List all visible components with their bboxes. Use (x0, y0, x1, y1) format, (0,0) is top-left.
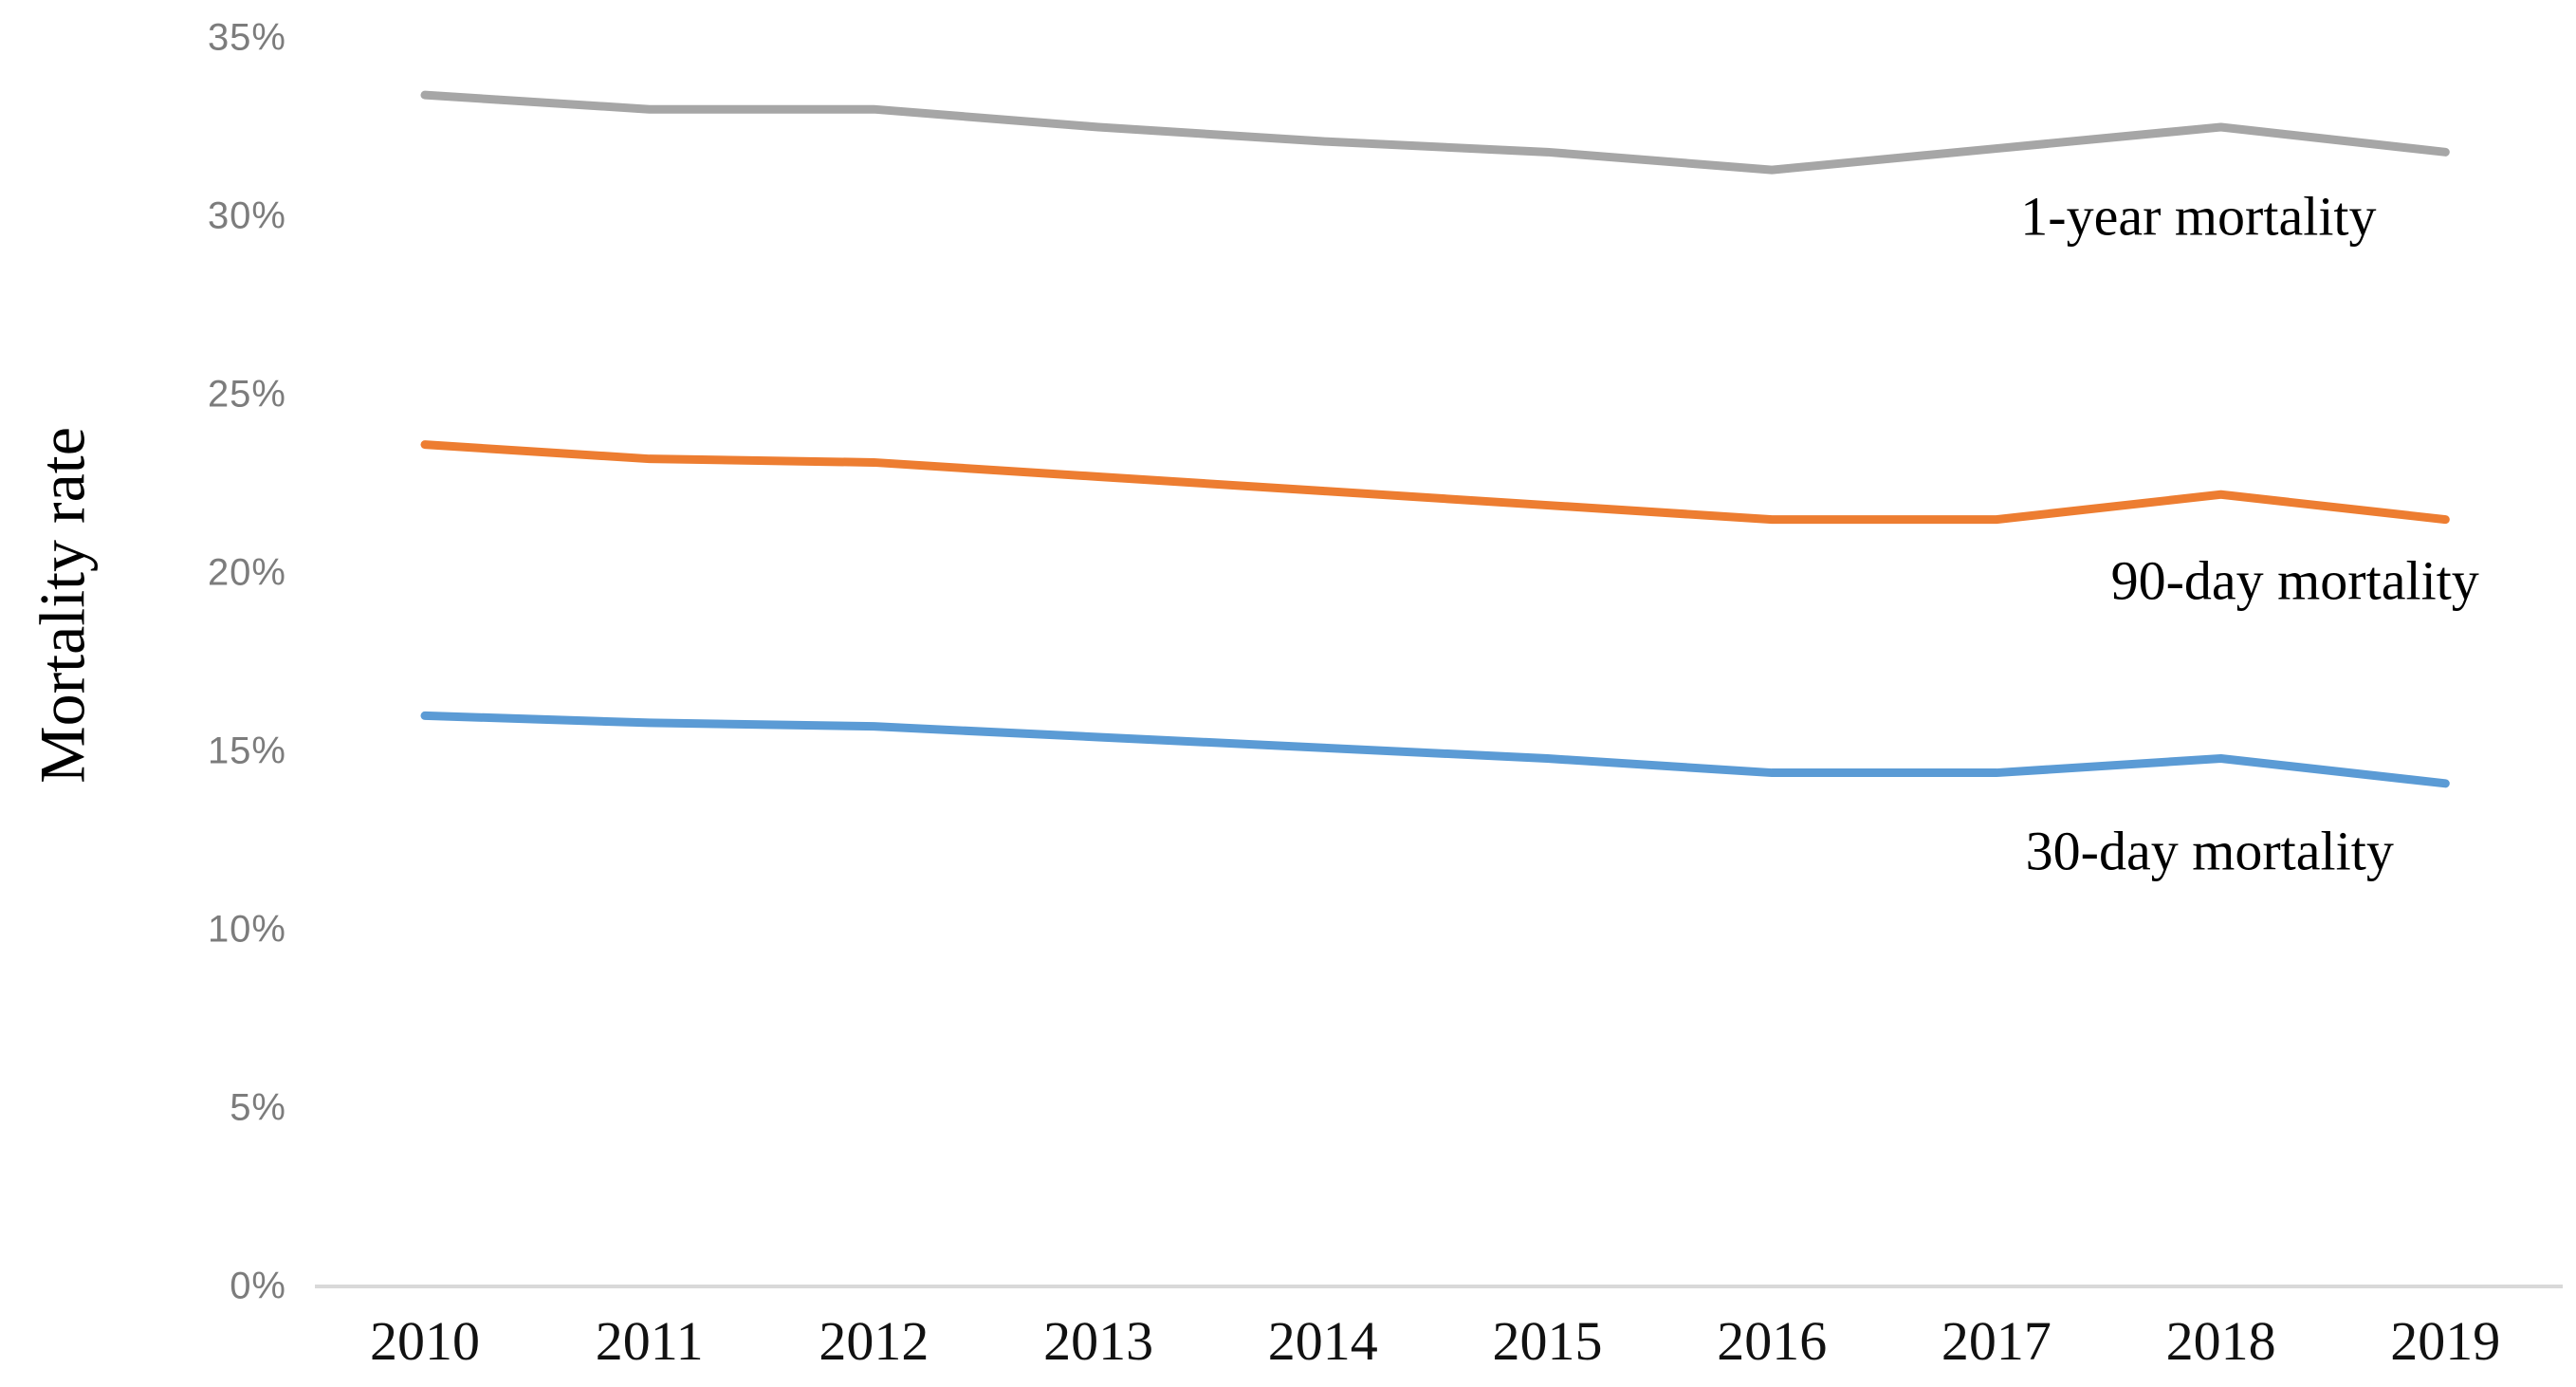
y-axis-tick-label: 5% (230, 1086, 286, 1129)
x-axis-year-label: 2016 (1717, 1310, 1828, 1372)
x-axis-year-label: 2011 (595, 1310, 704, 1372)
series-line-90-day-mortality (420, 440, 2450, 525)
y-axis-tick-label: 25% (207, 373, 286, 416)
series-line-1-year-mortality (420, 90, 2450, 175)
y-axis-tick-label: 0% (230, 1265, 286, 1307)
x-axis-year-label: 2017 (1941, 1310, 2052, 1372)
y-axis-tick-label: 30% (207, 194, 286, 237)
y-axis-tick-label: 15% (207, 730, 286, 772)
x-axis-year-label: 2010 (370, 1310, 480, 1372)
x-axis-year-label: 2015 (1492, 1310, 1603, 1372)
y-axis-tick-label: 35% (207, 16, 286, 59)
x-axis-year-label: 2019 (2390, 1310, 2501, 1372)
series-label-30-day-mortality: 30-day mortality (2025, 820, 2394, 882)
x-axis-year-label: 2013 (1043, 1310, 1154, 1372)
y-axis-tick-label: 20% (207, 551, 286, 594)
x-axis-year-label: 2018 (2165, 1310, 2276, 1372)
series-label-90-day-mortality: 90-day mortality (2110, 549, 2479, 612)
series-label-1-year-mortality: 1-year mortality (2020, 185, 2377, 248)
x-axis-year-label: 2014 (1267, 1310, 1378, 1372)
series-line-30-day-mortality (420, 711, 2450, 788)
x-axis-year-label: 2012 (819, 1310, 929, 1372)
y-axis-tick-label: 10% (207, 908, 286, 951)
y-axis-title: Mortality rate (26, 427, 99, 784)
